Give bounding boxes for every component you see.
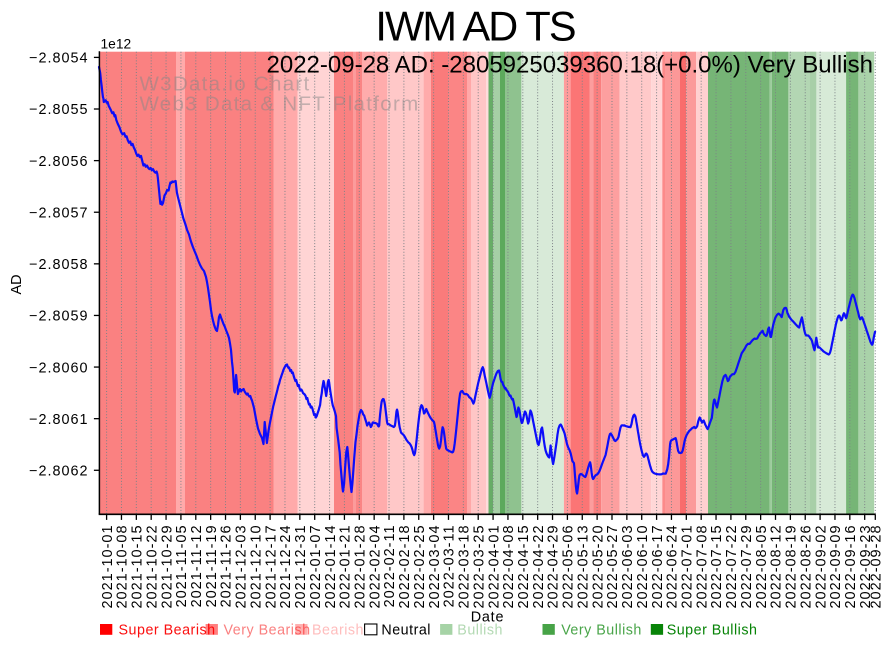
svg-text:IWM AD TS: IWM AD TS: [375, 2, 574, 49]
svg-text:−2.8060: −2.8060: [29, 360, 88, 376]
svg-text:Bearish: Bearish: [312, 622, 364, 638]
svg-text:2022-07-29: 2022-07-29: [739, 525, 755, 609]
svg-text:−2.8059: −2.8059: [29, 309, 88, 325]
svg-text:2022-05-13: 2022-05-13: [575, 525, 591, 609]
svg-text:AD: AD: [9, 275, 25, 295]
svg-text:2021-12-03: 2021-12-03: [234, 525, 250, 609]
svg-text:2022-09-02: 2022-09-02: [813, 525, 829, 609]
svg-text:2022-08-05: 2022-08-05: [754, 525, 770, 609]
svg-text:2022-06-17: 2022-06-17: [650, 525, 666, 609]
svg-text:2021-10-29: 2021-10-29: [159, 525, 175, 609]
svg-text:Super Bullish: Super Bullish: [667, 622, 758, 638]
svg-text:2022-02-25: 2022-02-25: [412, 525, 428, 609]
svg-text:2022-04-15: 2022-04-15: [516, 525, 532, 609]
svg-text:2021-10-01: 2021-10-01: [100, 525, 116, 609]
svg-text:2022-09-23: 2022-09-23: [858, 525, 874, 609]
svg-text:2022-03-18: 2022-03-18: [457, 525, 473, 609]
svg-text:2022-06-10: 2022-06-10: [635, 525, 651, 609]
svg-text:2022-08-12: 2022-08-12: [769, 525, 785, 609]
svg-text:2022-09-28 AD: -2805925039360.: 2022-09-28 AD: -2805925039360.18(+0.0%) …: [267, 52, 873, 79]
svg-text:W3Data.io Chart: W3Data.io Chart: [140, 73, 311, 96]
svg-text:2022-02-18: 2022-02-18: [397, 525, 413, 609]
svg-text:Very Bearish: Very Bearish: [224, 622, 311, 638]
svg-text:2022-03-04: 2022-03-04: [427, 525, 443, 609]
svg-text:2022-04-08: 2022-04-08: [501, 525, 517, 609]
svg-text:2021-11-26: 2021-11-26: [219, 525, 235, 608]
svg-text:2022-09-28: 2022-09-28: [869, 525, 885, 609]
svg-text:2022-02-11: 2022-02-11: [382, 525, 398, 608]
svg-text:Web3 Data & NFT Platform: Web3 Data & NFT Platform: [140, 93, 420, 116]
svg-text:2022-06-03: 2022-06-03: [620, 525, 636, 609]
svg-text:2021-11-05: 2021-11-05: [174, 525, 190, 608]
svg-text:2021-10-22: 2021-10-22: [144, 525, 160, 609]
svg-text:2021-10-15: 2021-10-15: [130, 525, 146, 609]
svg-text:2022-07-01: 2022-07-01: [680, 525, 696, 609]
svg-text:Very Bullish: Very Bullish: [561, 622, 642, 638]
svg-text:2022-09-09: 2022-09-09: [828, 525, 844, 609]
svg-text:2022-05-27: 2022-05-27: [605, 525, 621, 609]
svg-text:2022-05-20: 2022-05-20: [590, 525, 606, 609]
svg-text:2022-01-21: 2022-01-21: [338, 525, 354, 609]
svg-text:2022-09-16: 2022-09-16: [843, 525, 859, 609]
svg-text:−2.8058: −2.8058: [29, 257, 88, 273]
svg-text:2021-12-24: 2021-12-24: [278, 525, 294, 609]
svg-text:2022-07-08: 2022-07-08: [694, 525, 710, 609]
svg-text:−2.8062: −2.8062: [29, 464, 88, 480]
svg-text:2022-02-04: 2022-02-04: [367, 525, 383, 609]
svg-text:Bullish: Bullish: [457, 622, 503, 638]
svg-text:2021-12-17: 2021-12-17: [263, 525, 279, 609]
svg-text:Neutral: Neutral: [381, 622, 431, 638]
svg-text:−2.8061: −2.8061: [29, 412, 88, 428]
svg-text:−2.8057: −2.8057: [29, 205, 88, 221]
svg-text:2022-08-19: 2022-08-19: [784, 525, 800, 609]
svg-text:2022-06-24: 2022-06-24: [665, 525, 681, 609]
svg-text:2022-04-01: 2022-04-01: [486, 525, 502, 609]
svg-text:Date: Date: [471, 610, 505, 626]
svg-text:2021-10-08: 2021-10-08: [115, 525, 131, 609]
svg-text:−2.8056: −2.8056: [29, 154, 88, 170]
svg-text:2022-03-25: 2022-03-25: [471, 525, 487, 609]
svg-text:−2.8054: −2.8054: [29, 51, 88, 67]
svg-text:2022-05-06: 2022-05-06: [561, 525, 577, 609]
svg-text:2022-01-07: 2022-01-07: [308, 525, 324, 609]
svg-text:Super Bearish: Super Bearish: [119, 622, 216, 638]
svg-text:2022-01-14: 2022-01-14: [323, 525, 339, 609]
svg-text:2022-07-15: 2022-07-15: [709, 525, 725, 609]
svg-text:1e12: 1e12: [101, 37, 132, 52]
svg-text:2022-04-22: 2022-04-22: [531, 525, 547, 609]
svg-text:2022-08-26: 2022-08-26: [798, 525, 814, 609]
svg-text:2022-04-29: 2022-04-29: [546, 525, 562, 609]
svg-text:2021-11-12: 2021-11-12: [189, 525, 205, 608]
svg-text:2022-03-11: 2022-03-11: [442, 525, 458, 608]
svg-text:2021-11-19: 2021-11-19: [204, 525, 220, 608]
svg-text:2021-12-10: 2021-12-10: [248, 525, 264, 609]
svg-text:−2.8055: −2.8055: [29, 102, 88, 118]
svg-text:2022-01-28: 2022-01-28: [353, 525, 369, 609]
svg-text:2021-12-31: 2021-12-31: [293, 525, 309, 609]
svg-text:2022-07-22: 2022-07-22: [724, 525, 740, 609]
